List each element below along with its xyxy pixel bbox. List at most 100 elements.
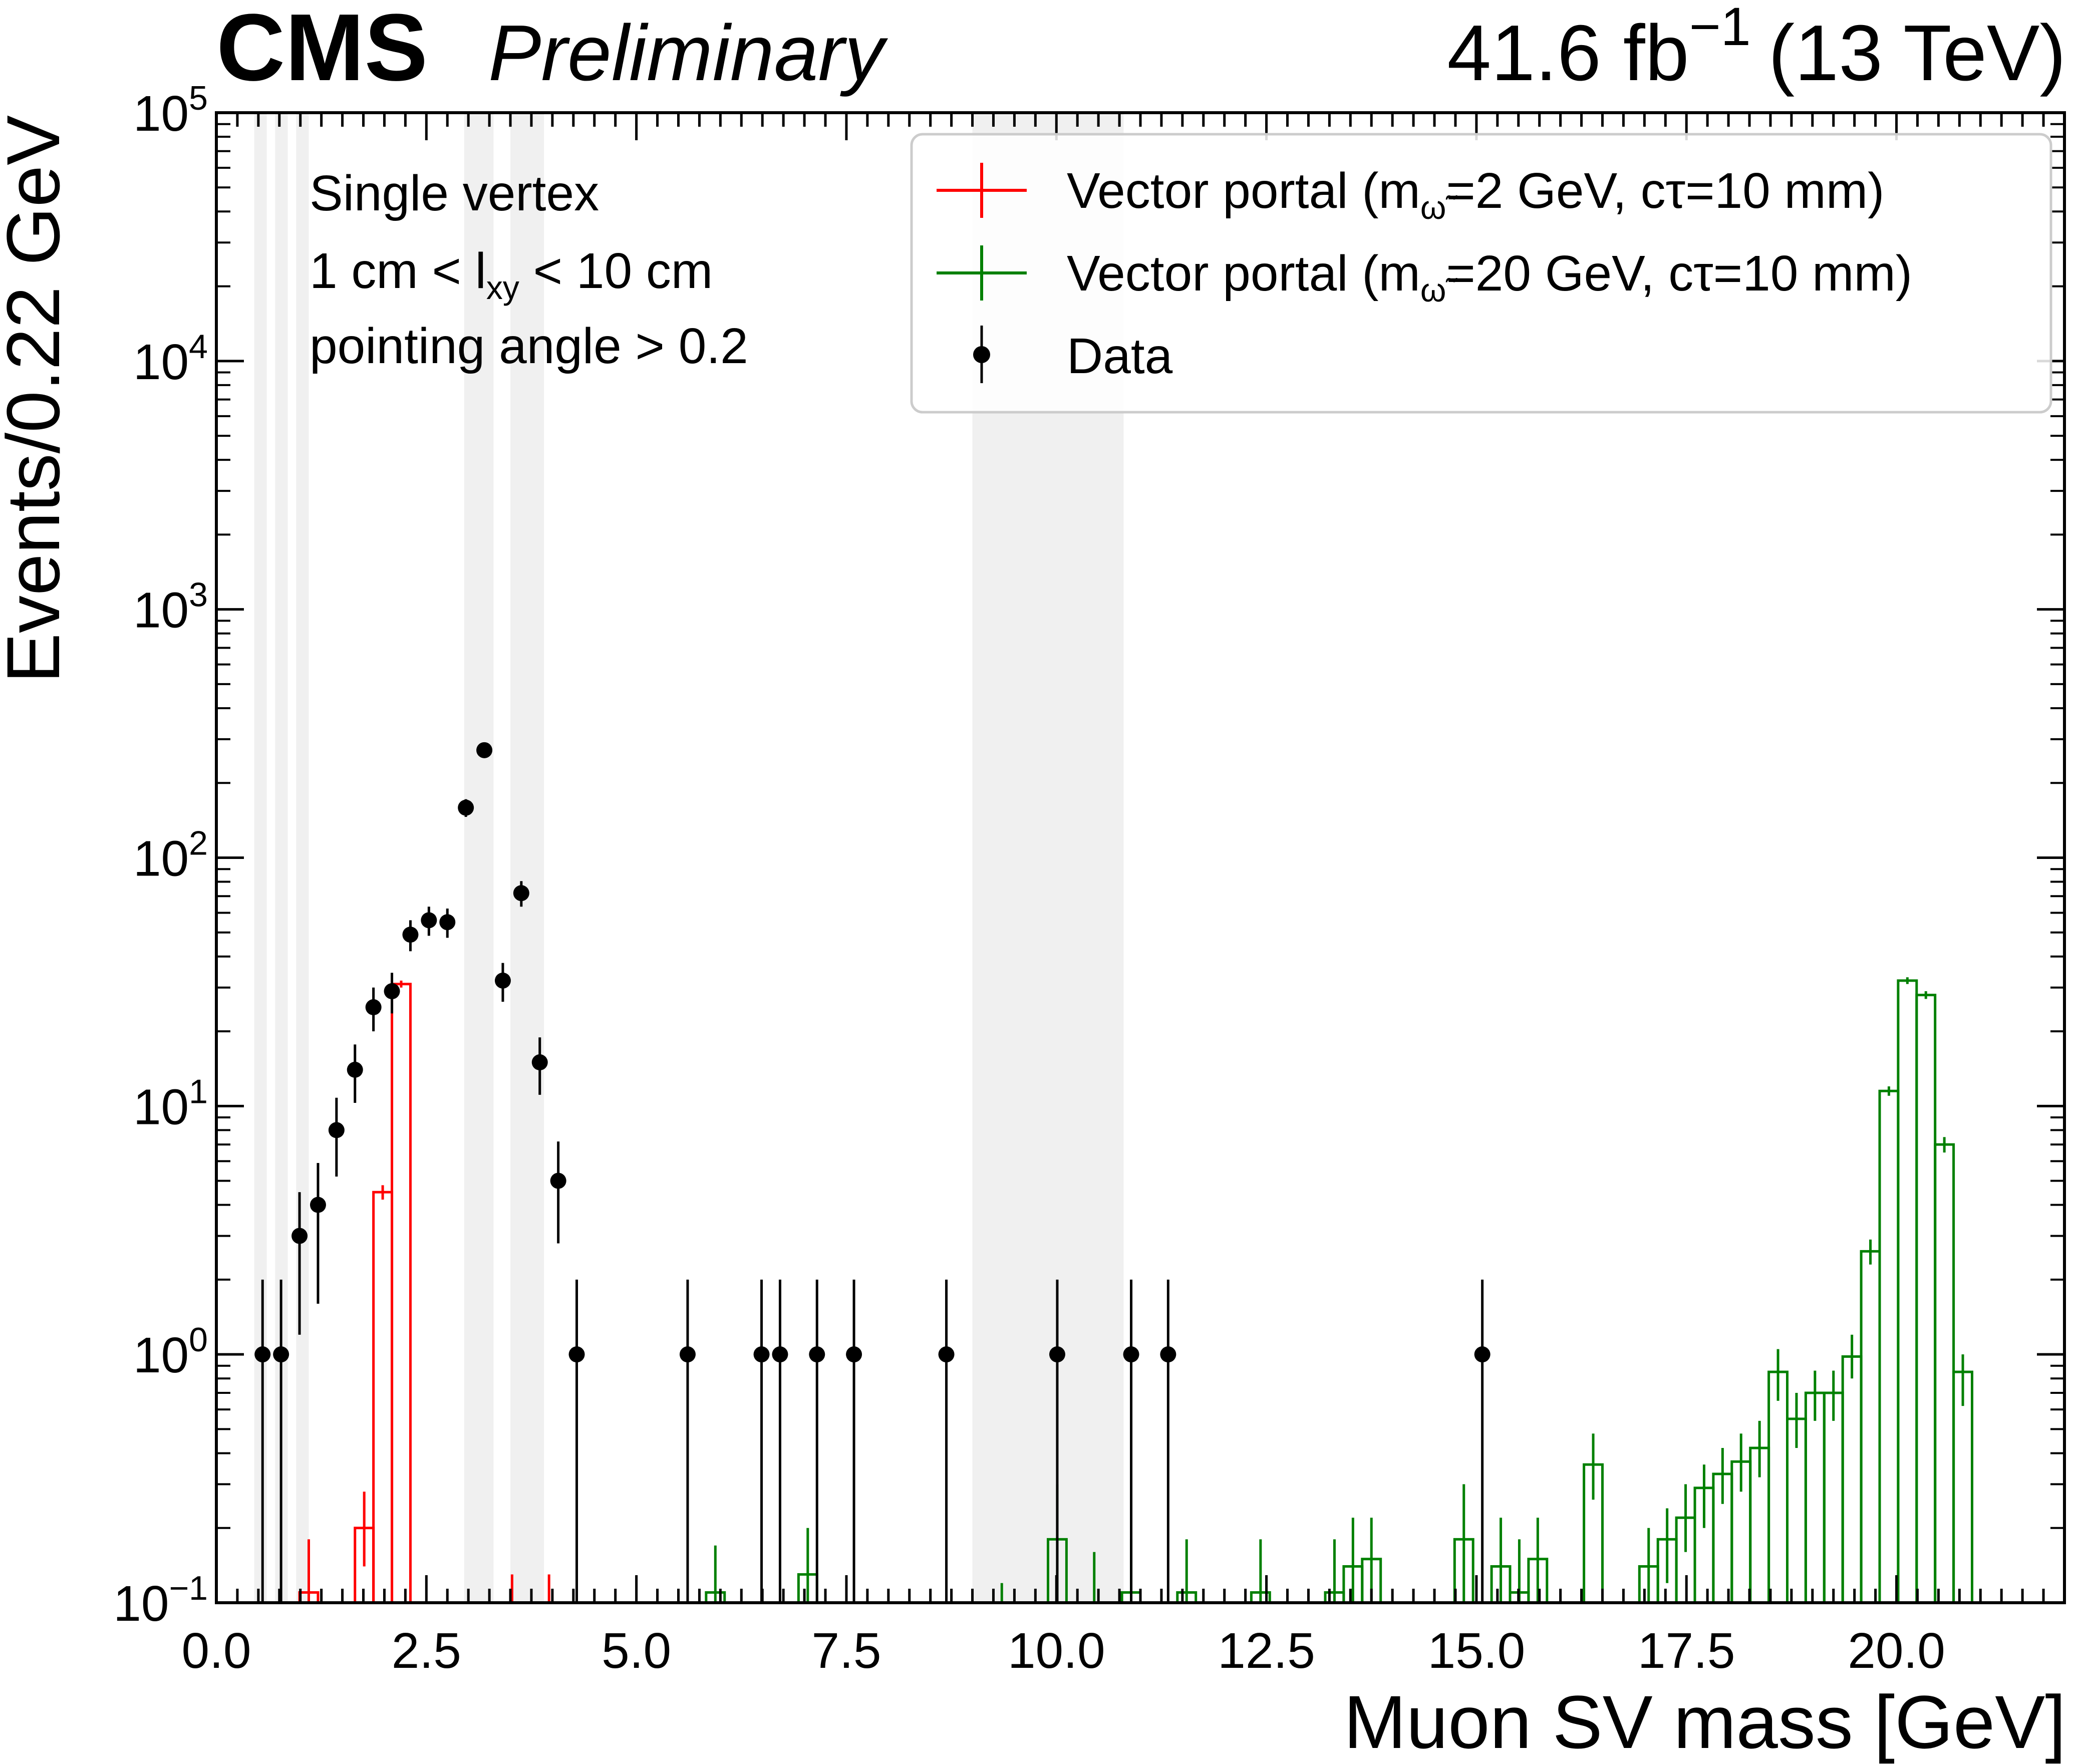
x-tick-label-2: 5.0 xyxy=(602,1623,671,1679)
vetoed-band-3 xyxy=(464,113,494,1603)
y-tick-exponent-6: 5 xyxy=(189,79,208,117)
legend-entry-signal-2gev: Vector portal (mω̃=2 GeV, cτ=10 mm) xyxy=(937,163,1884,226)
data-point-9 xyxy=(421,912,437,929)
legend: Vector portal (mω̃=2 GeV, cτ=10 mm) Vect… xyxy=(910,133,2052,414)
signal-20gev-bin-29 xyxy=(1878,1089,1900,1603)
signal-20gev-bin-30 xyxy=(1897,979,1918,1603)
preliminary-label: Preliminary xyxy=(488,9,888,97)
signal-2gev-bin-2 xyxy=(372,1191,394,1603)
legend-entry-data: Data xyxy=(973,326,1173,384)
data-point-18 xyxy=(679,1346,696,1363)
y-tick-label-0: 10−1 xyxy=(113,1569,208,1632)
y-tick-label-5: 104 xyxy=(133,328,208,390)
data-point-17 xyxy=(568,1346,585,1363)
annotation-lxy-sub: xy xyxy=(486,269,519,306)
annotation-lxy-post: < 10 cm xyxy=(519,243,713,299)
data-point-16 xyxy=(550,1172,566,1189)
axis-ticks xyxy=(215,111,2066,1604)
data-points xyxy=(254,742,1491,1603)
y-tick-label-2: 101 xyxy=(133,1072,208,1135)
y-tick-exponent-3: 2 xyxy=(189,824,208,862)
data-point-3 xyxy=(310,1197,326,1213)
x-tick-label-6: 15.0 xyxy=(1428,1623,1526,1679)
data-point-5 xyxy=(347,1061,363,1078)
data-point-15 xyxy=(531,1054,548,1071)
legend-label-signal-20gev: Vector portal (mω̃=20 GeV, cτ=10 mm) xyxy=(1067,245,1912,309)
data-point-25 xyxy=(1123,1346,1139,1363)
annotation-lxy-cut: 1 cm < lxy < 10 cm xyxy=(310,243,713,306)
data-point-14 xyxy=(513,885,529,902)
legend-label-signal-2gev: Vector portal (mω̃=2 GeV, cτ=10 mm) xyxy=(1067,163,1884,226)
annotation-single-vertex: Single vertex xyxy=(310,165,599,221)
annotation-lxy-pre: 1 cm < l xyxy=(310,243,486,299)
data-point-4 xyxy=(328,1122,345,1138)
y-tick-base-5: 10 xyxy=(133,334,189,390)
data-point-24 xyxy=(1049,1346,1065,1363)
signal-20gev-bin-33 xyxy=(1952,1370,1973,1603)
signal-20gev-histogram xyxy=(705,977,1973,1604)
data-point-10 xyxy=(439,914,456,931)
y-tick-base-6: 10 xyxy=(133,86,189,142)
x-tick-label-0: 0.0 xyxy=(181,1623,251,1679)
lumi-exponent: −1 xyxy=(1689,0,1751,57)
y-tick-base-0: 10 xyxy=(113,1576,169,1632)
signal-20gev-bin-31 xyxy=(1915,994,1937,1603)
legend-frame xyxy=(910,133,2052,414)
x-tick-label-5: 12.5 xyxy=(1218,1623,1315,1679)
y-tick-label-1: 100 xyxy=(133,1321,208,1383)
data-point-22 xyxy=(846,1346,862,1363)
data-point-26 xyxy=(1160,1346,1176,1363)
y-tick-base-3: 10 xyxy=(133,831,189,887)
x-tick-label-1: 2.5 xyxy=(392,1623,461,1679)
x-tick-labels: 0.0 2.5 5.0 7.5 10.0 12.5 15.0 17.5 20.0 xyxy=(181,1623,1945,1679)
y-tick-label-3: 102 xyxy=(133,824,208,887)
y-tick-exponent-5: 4 xyxy=(189,328,208,366)
signal-20gev-bin-28 xyxy=(1860,1250,1881,1603)
data-point-0 xyxy=(254,1346,271,1363)
y-tick-label-4: 103 xyxy=(133,576,208,639)
signal-2gev-bin-3 xyxy=(391,983,412,1603)
y-tick-exponent-2: 1 xyxy=(189,1072,208,1110)
signal-20gev-bin-27 xyxy=(1841,1355,1863,1603)
vetoed-band-2 xyxy=(296,113,309,1603)
legend-label-data: Data xyxy=(1067,328,1173,384)
lumi-energy-label: 41.6 fb−1 (13 TeV) xyxy=(1447,0,2066,97)
data-point-1 xyxy=(273,1346,289,1363)
vetoed-band-0 xyxy=(254,113,267,1603)
data-point-19 xyxy=(753,1346,770,1363)
data-point-12 xyxy=(476,742,493,758)
legend-entry-signal-20gev: Vector portal (mω̃=20 GeV, cτ=10 mm) xyxy=(937,245,1912,309)
y-tick-exponent-0: −1 xyxy=(169,1569,208,1607)
cms-label: CMS xyxy=(216,0,428,101)
y-axis-label: Events/0.22 GeV xyxy=(0,115,75,683)
x-axis-label: Muon SV mass [GeV] xyxy=(1344,1680,2066,1764)
data-point-8 xyxy=(402,927,419,943)
x-tick-label-4: 10.0 xyxy=(1008,1623,1105,1679)
x-tick-label-8: 20.0 xyxy=(1848,1623,1945,1679)
signal-20gev-bin-32 xyxy=(1934,1143,1955,1603)
data-point-21 xyxy=(809,1346,825,1363)
lumi-value: 41.6 fb xyxy=(1447,9,1689,97)
y-tick-exponent-4: 3 xyxy=(189,576,208,614)
legend-marker-data-dot xyxy=(973,346,990,363)
energy-label: (13 TeV) xyxy=(1768,9,2066,97)
data-point-20 xyxy=(772,1346,788,1363)
y-tick-base-4: 10 xyxy=(133,582,189,639)
x-tick-label-3: 7.5 xyxy=(811,1623,881,1679)
data-point-27 xyxy=(1474,1346,1491,1363)
y-tick-base-2: 10 xyxy=(133,1079,189,1135)
y-tick-exponent-1: 0 xyxy=(189,1321,208,1359)
signal-20gev-bin-25 xyxy=(1804,1391,1826,1603)
data-point-2 xyxy=(291,1228,308,1244)
data-point-13 xyxy=(494,972,511,989)
x-tick-label-7: 17.5 xyxy=(1638,1623,1735,1679)
annotation-pointing-angle: pointing angle > 0.2 xyxy=(310,318,748,374)
signal-20gev-bin-23 xyxy=(1767,1370,1789,1603)
y-tick-base-1: 10 xyxy=(133,1327,189,1383)
signal-20gev-bin-26 xyxy=(1823,1391,1844,1603)
data-point-6 xyxy=(365,999,382,1016)
data-point-23 xyxy=(938,1346,955,1363)
y-tick-label-6: 105 xyxy=(133,79,208,142)
